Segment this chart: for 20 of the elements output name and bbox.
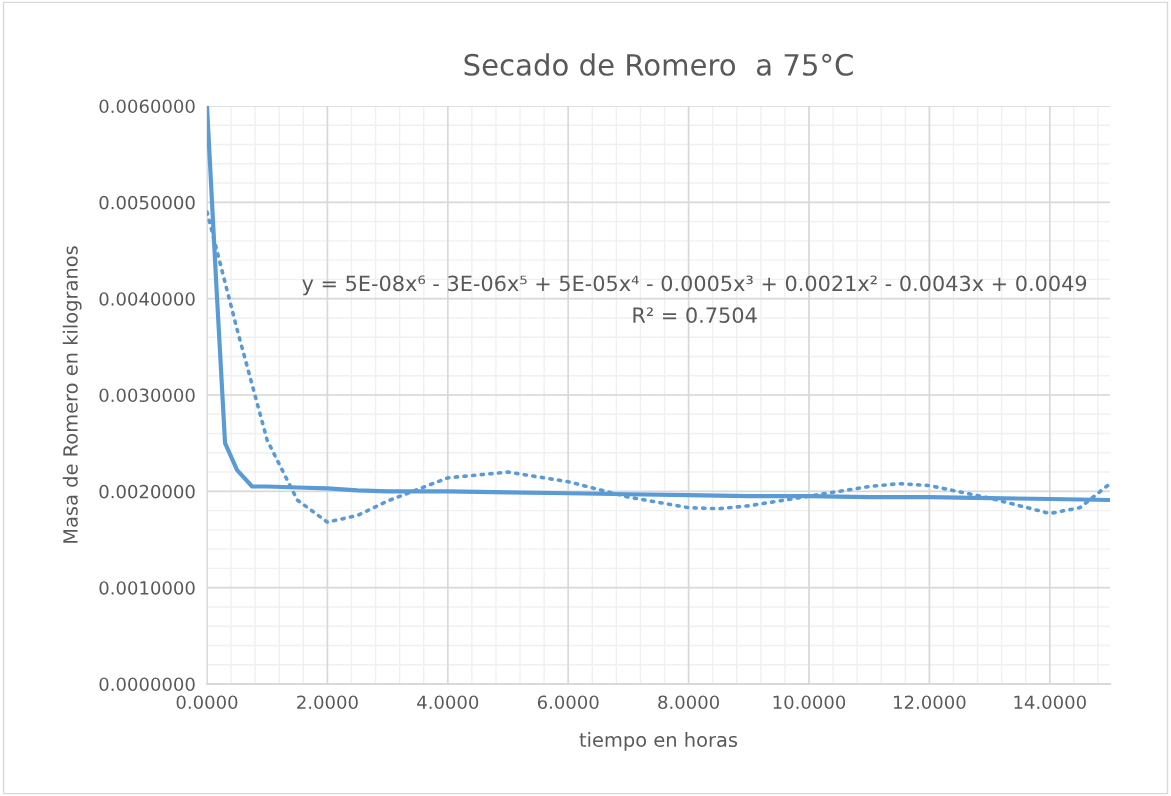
x-tick-label: 6.0000: [537, 695, 599, 710]
y-tick-label: 0.0030000: [99, 388, 195, 403]
x-tick-label: 0.0000: [176, 695, 238, 710]
annotation: R² = 0.7504: [633, 307, 757, 324]
y-tick-label: 0.0060000: [99, 99, 195, 114]
x-tick-label: 2.0000: [297, 695, 358, 710]
x-tick-label: 4.0000: [417, 695, 479, 710]
y-tick-label: 0.0000000: [99, 677, 195, 692]
chart-title: Secado de Romero a 75°C: [464, 53, 853, 76]
y-axis-title: Masa de Romero en kilogranos: [62, 246, 82, 543]
x-axis-title: tiempo en horas: [579, 732, 738, 751]
x-tick-label: 14.0000: [1014, 695, 1086, 710]
y-tick-label: 0.0010000: [99, 581, 195, 595]
x-tick-label: 10.0000: [773, 695, 846, 710]
y-tick-label: 0.0040000: [99, 292, 195, 306]
y-tick-label: 0.0020000: [99, 484, 195, 499]
x-tick-label: 8.0000: [658, 695, 719, 710]
y-tick-label: 0.0050000: [99, 195, 195, 210]
annotation: y = 5E-08x⁶ - 3E-06x⁵ + 5E-05x⁴ - 0.0005x³ + 0.0021x² - 0.0043x + 0.0049: [302, 275, 1087, 296]
x-tick-label: 12.0000: [894, 695, 966, 710]
